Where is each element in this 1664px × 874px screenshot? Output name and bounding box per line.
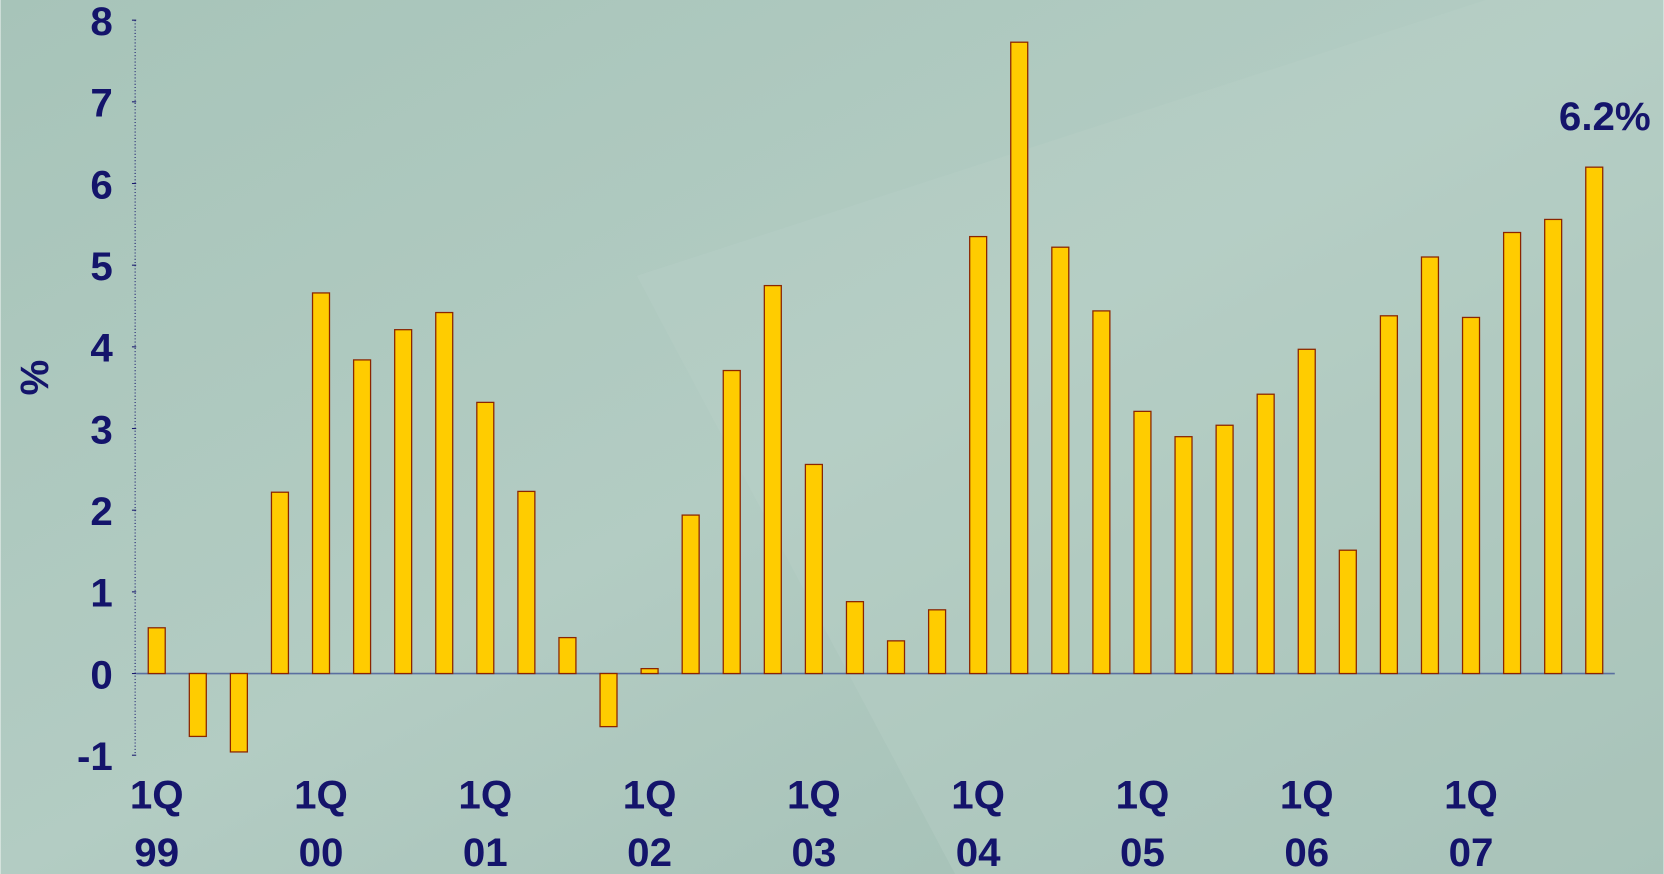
bar	[600, 674, 617, 727]
y-axis-label: %	[12, 360, 57, 396]
y-tick-label: 0	[90, 652, 112, 697]
bar	[148, 628, 165, 674]
bar	[1093, 311, 1110, 674]
bar	[1463, 317, 1480, 673]
bar	[1011, 42, 1028, 673]
bar	[641, 669, 658, 674]
bar	[271, 492, 288, 673]
bar	[846, 602, 863, 674]
bar	[477, 402, 494, 673]
bar	[723, 371, 740, 674]
bar	[1298, 349, 1315, 673]
bar	[1257, 394, 1274, 673]
bar	[559, 638, 576, 674]
bar	[682, 515, 699, 673]
y-tick-label: 2	[90, 489, 112, 534]
y-tick-label: 5	[90, 244, 112, 289]
bar	[1586, 167, 1603, 673]
bar	[436, 313, 453, 674]
y-tick-label: 4	[90, 326, 113, 371]
bar	[354, 360, 371, 674]
bar	[1421, 257, 1438, 674]
y-tick-label: 8	[90, 0, 112, 44]
value-label: 6.2%	[1559, 94, 1651, 139]
bar	[1504, 233, 1521, 674]
chart: % -10123456781Q991Q001Q011Q021Q031Q041Q0…	[0, 0, 1664, 874]
bar	[518, 491, 535, 673]
bar	[230, 674, 247, 752]
y-tick-label: 6	[90, 162, 112, 207]
y-tick-label: 1	[90, 571, 112, 616]
bar	[764, 286, 781, 674]
bar	[1052, 247, 1069, 673]
y-tick-label: 7	[90, 81, 112, 126]
bar	[970, 237, 987, 674]
bar	[1339, 550, 1356, 673]
y-tick-label: -1	[77, 734, 113, 779]
bar	[929, 610, 946, 674]
bar	[805, 464, 822, 673]
y-tick-label: 3	[90, 407, 112, 452]
bar	[1175, 437, 1192, 674]
bar	[1545, 219, 1562, 673]
bar	[395, 330, 412, 674]
bar	[189, 674, 206, 737]
bar	[313, 293, 330, 674]
bar	[888, 641, 905, 674]
bar	[1380, 316, 1397, 674]
bar	[1216, 425, 1233, 673]
bar	[1134, 411, 1151, 673]
